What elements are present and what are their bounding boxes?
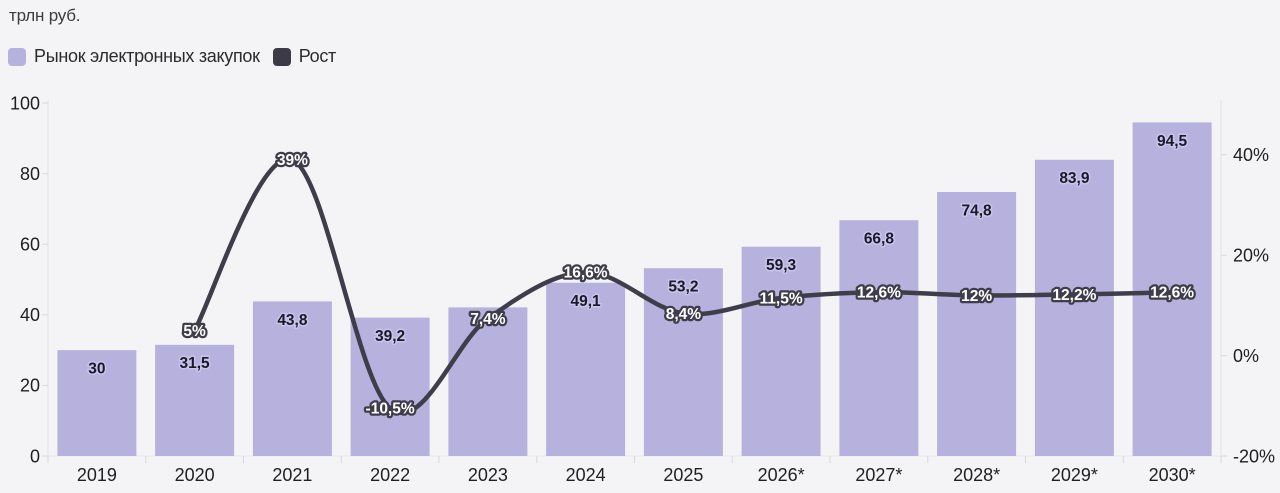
growth-point-label: 11,5% (760, 290, 803, 307)
growth-point-label: 5% (183, 323, 206, 340)
x-axis-category-label: 2020 (175, 465, 215, 485)
bar-2020[interactable] (155, 344, 235, 456)
legend-label-growth: Рост (298, 46, 337, 66)
x-axis-category-label: 2029* (1051, 465, 1098, 485)
growth-point-label: 7,4% (470, 311, 506, 328)
growth-point-label: 12% (961, 288, 992, 305)
left-axis-tick-label: 60 (20, 235, 40, 255)
bar-value-label: 83,9 (1059, 170, 1090, 187)
left-axis-tick-label: 80 (20, 164, 40, 184)
bar-value-label: 53,2 (668, 279, 698, 296)
left-axis-tick-label: 40 (20, 305, 40, 325)
bar-2022[interactable] (350, 317, 430, 456)
legend-label-market: Рынок электронных закупок (34, 46, 260, 66)
x-axis-category-label: 2027* (855, 465, 902, 485)
right-axis-tick-label: 40% (1233, 145, 1269, 165)
bar-2025[interactable] (643, 268, 723, 456)
right-axis-tick-label: 0% (1233, 346, 1259, 366)
left-axis-tick-label: 100 (10, 93, 40, 113)
legend-item-growth[interactable]: Рост (272, 46, 337, 67)
bar-2019[interactable] (57, 350, 137, 456)
bar-value-label: 94,5 (1157, 133, 1188, 150)
growth-point-label: -10,5% (366, 401, 415, 418)
right-axis-tick-label: 20% (1233, 246, 1269, 266)
growth-point-label: 12,2% (1052, 287, 1096, 304)
bar-value-label: 30 (88, 361, 105, 378)
chart-units-title: трлн руб. (9, 6, 81, 25)
x-axis-category-label: 2028* (953, 465, 1000, 485)
bar-2027*[interactable] (839, 220, 919, 456)
growth-point-label: 12,6% (1150, 285, 1194, 302)
x-axis-category-label: 2022 (370, 465, 410, 485)
bar-value-label: 39,2 (375, 328, 405, 345)
left-axis-tick-label: 0 (30, 446, 40, 466)
x-axis-category-label: 2030* (1149, 465, 1196, 485)
growth-point-label: 12,6% (857, 285, 901, 302)
bar-2026*[interactable] (741, 246, 821, 456)
growth-point-label: 8,4% (666, 306, 702, 323)
bar-value-label: 59,3 (766, 257, 797, 274)
bar-value-label: 49,1 (571, 293, 602, 310)
bar-2024[interactable] (546, 282, 626, 456)
right-axis-tick-label: -20% (1233, 446, 1275, 466)
growth-point-label: 39% (277, 152, 308, 169)
bar-2029*[interactable] (1034, 159, 1114, 457)
bar-2021[interactable] (252, 301, 332, 456)
legend: Рынок электронных закупок Рост (8, 46, 336, 67)
x-axis-category-label: 2024 (566, 465, 606, 485)
bar-value-label: 74,8 (962, 202, 993, 219)
bar-value-label: 66,8 (864, 231, 895, 248)
x-axis-category-label: 2019 (77, 465, 117, 485)
x-axis-category-label: 2026* (758, 465, 805, 485)
legend-item-market[interactable]: Рынок электронных закупок (8, 46, 260, 67)
bar-2023[interactable] (448, 307, 528, 456)
x-axis-category-label: 2025 (663, 465, 703, 485)
growth-line[interactable] (192, 157, 1175, 416)
bar-2030*[interactable] (1132, 122, 1212, 457)
legend-swatch-growth-icon (272, 47, 291, 66)
legend-swatch-market-icon (8, 47, 26, 66)
bar-value-label: 31,5 (180, 355, 211, 372)
x-axis-category-label: 2021 (272, 465, 312, 485)
bar-value-label: 43,8 (277, 312, 308, 329)
bar-2028*[interactable] (937, 192, 1017, 456)
x-axis-category-label: 2023 (468, 465, 508, 485)
left-axis-tick-label: 20 (20, 376, 40, 396)
growth-point-label: 16,6% (564, 265, 608, 282)
